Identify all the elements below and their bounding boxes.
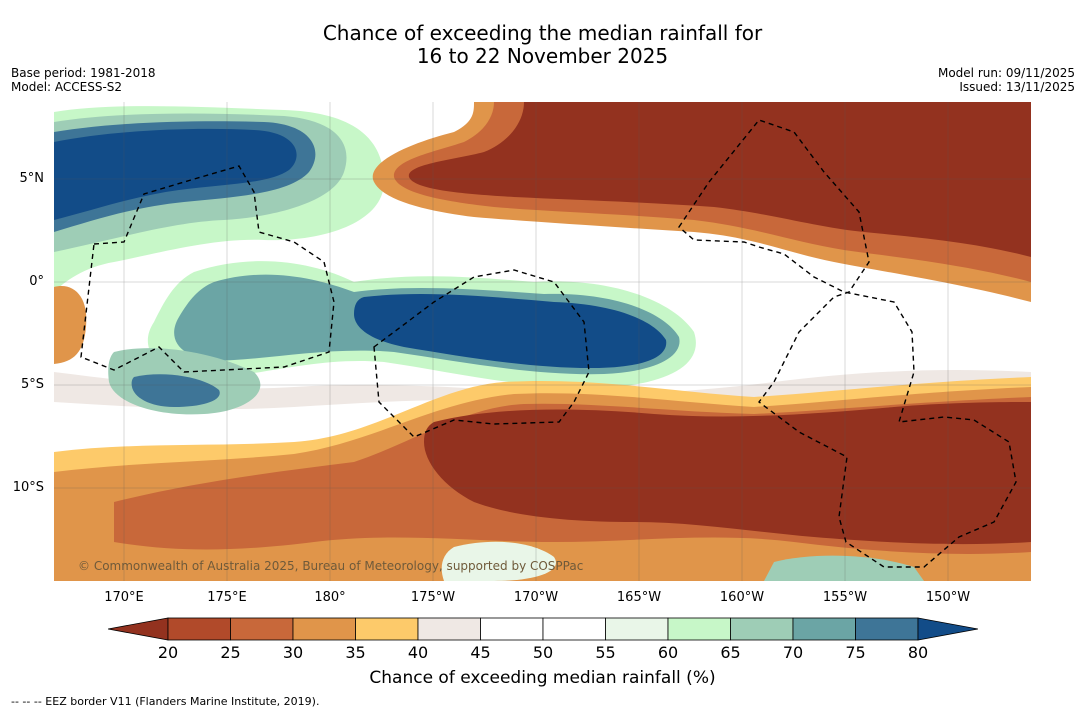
wet-patch-south: [441, 541, 556, 581]
dry-core-ne: [408, 102, 1031, 257]
colorbar-segments: [167, 617, 919, 641]
base-period: Base period: 1981-2018: [11, 66, 156, 80]
colorbar-tick-label: 25: [220, 643, 241, 662]
colorbar-label: Chance of exceeding median rainfall (%): [369, 668, 716, 688]
lon-label-180: 180°: [314, 590, 346, 605]
wet-patch-southeast: [764, 555, 924, 581]
colorbar-tick-label: 30: [282, 643, 304, 662]
colorbar-tick-label: 60: [657, 643, 679, 662]
colorbar-segment: [355, 617, 419, 641]
colorbar-segment: [730, 617, 794, 641]
colorbar-tick-label: 80: [907, 643, 929, 662]
colorbar-segment: [792, 617, 856, 641]
map-title-line2: 16 to 22 November 2025: [416, 44, 669, 68]
lon-label-170w: 170°W: [513, 590, 559, 605]
dry-core-s: [424, 402, 1031, 545]
colorbar-tick-label: 75: [845, 643, 866, 662]
model-run-date: Model run: 09/11/2025: [937, 66, 1075, 80]
lon-label-175w: 175°W: [410, 590, 456, 605]
colorbar-tick-label: 45: [470, 643, 491, 662]
colorbar-segment: [417, 617, 481, 641]
colorbar-low-extension: [108, 617, 169, 641]
lon-label-155w: 155°W: [822, 590, 868, 605]
eez-border-central: [373, 269, 590, 438]
colorbar-segment: [542, 617, 606, 641]
issued-date: Issued: 13/11/2025: [959, 80, 1075, 94]
colorbar-tick-label: 70: [782, 643, 804, 662]
colorbar-segment: [480, 617, 544, 641]
colorbar: [108, 617, 978, 641]
eez-borders: [80, 119, 1017, 568]
colorbar-tick-label: 65: [720, 643, 741, 662]
dry-patch-west: [54, 286, 87, 364]
colorbar-segment: [292, 617, 356, 641]
lat-label-0: 0°: [29, 274, 44, 289]
rainfall-probability-map: [54, 102, 1031, 581]
map-canvas: [54, 102, 1031, 581]
wet-core-nw: [54, 128, 297, 220]
lon-label-175e: 175°E: [207, 590, 247, 605]
colorbar-tick-label: 50: [532, 643, 554, 662]
colorbar-tick-label: 20: [157, 643, 179, 662]
colorbar-tick-label: 35: [345, 643, 366, 662]
colorbar-segment: [855, 617, 919, 641]
lon-label-165w: 165°W: [616, 590, 662, 605]
colorbar-tick-label: 40: [407, 643, 429, 662]
lon-label-160w: 160°W: [719, 590, 765, 605]
graticule: [54, 102, 1031, 581]
lat-label-5n: 5°N: [19, 171, 45, 186]
copyright-notice: © Commonwealth of Australia 2025, Bureau…: [78, 559, 584, 573]
wet-patch-west-core: [131, 374, 220, 407]
lat-label-10s: 10°S: [12, 480, 44, 495]
colorbar-segment: [167, 617, 231, 641]
eez-border-west: [80, 165, 335, 373]
colorbar-segment: [667, 617, 731, 641]
colorbar-tick-label: 55: [595, 643, 616, 662]
eez-border-east: [678, 119, 1017, 568]
map-title-line1: Chance of exceeding the median rainfall …: [322, 21, 763, 45]
colorbar-high-extension: [917, 617, 978, 641]
lon-label-150w: 150°W: [925, 590, 971, 605]
colorbar-segment: [230, 617, 294, 641]
model-name: Model: ACCESS-S2: [11, 80, 123, 94]
eez-legend: -- -- -- EEZ border V11 (Flanders Marine…: [11, 695, 320, 708]
lat-label-5s: 5°S: [20, 377, 44, 392]
wet-core-eq: [354, 294, 667, 369]
lon-label-170e: 170°E: [104, 590, 144, 605]
colorbar-segment: [605, 617, 669, 641]
